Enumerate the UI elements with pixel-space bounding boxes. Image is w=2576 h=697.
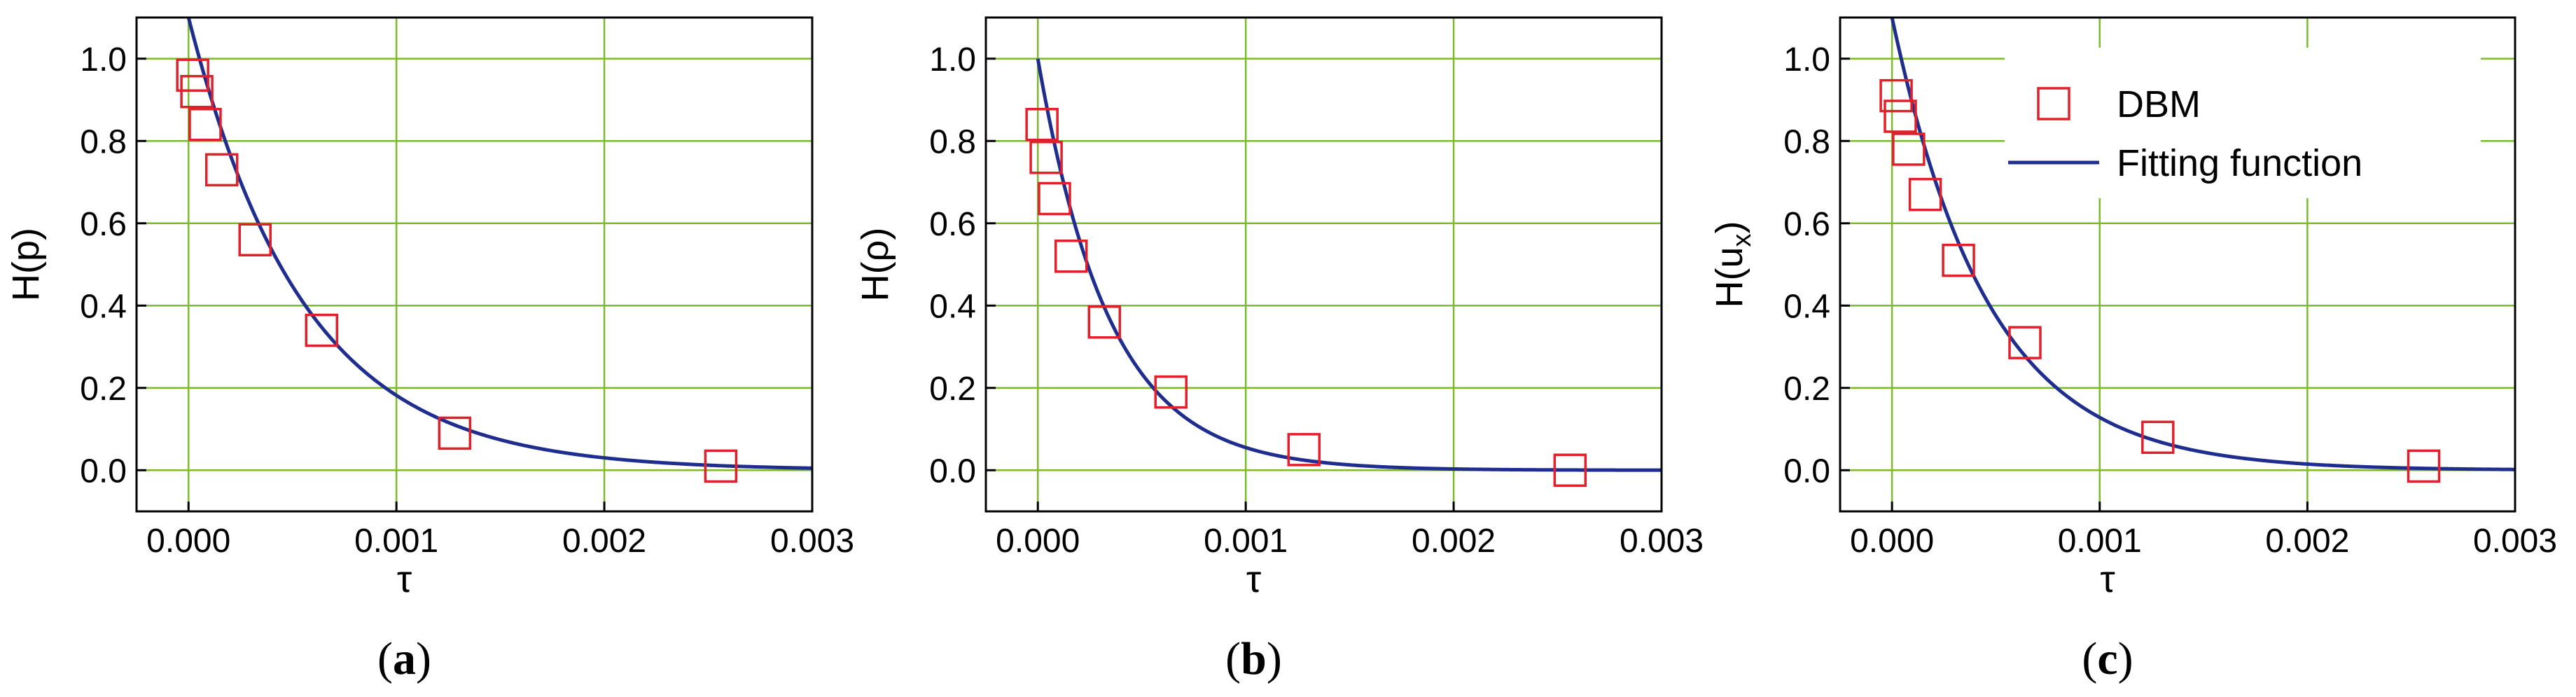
dbm-point — [1038, 181, 1071, 216]
fit-line — [1890, 18, 2515, 471]
y-tick-label: 0.0 — [80, 453, 127, 490]
panel-label: (a) — [377, 633, 431, 684]
y-axis-label-main: H(u — [1708, 247, 1750, 308]
y-tick-label: 1.0 — [80, 41, 127, 78]
dbm-point — [204, 153, 239, 187]
panel-b: 0.000 0.001 0.002 0.003 0.0 0.2 0.4 0.6 0.8 1.0 τ H… — [854, 16, 1704, 684]
dbm-point — [1879, 78, 1913, 113]
axes-frame — [135, 16, 814, 513]
y-tick-label: 0.4 — [1783, 288, 1830, 325]
x-tick-label: 0.001 — [354, 523, 438, 560]
axes-frame — [1839, 16, 2516, 513]
legend-label-fit: Fitting function — [2117, 142, 2362, 184]
y-tick-label: 0.2 — [80, 371, 127, 408]
y-tick-label: 0.2 — [1783, 371, 1830, 408]
y-tick-label: 0.8 — [80, 123, 127, 160]
x-tick-label: 0.001 — [2058, 523, 2142, 560]
x-tick-label: 0.002 — [2265, 523, 2349, 560]
y-axis-label: H(ρ) — [854, 228, 896, 302]
dbm-point — [1942, 243, 1975, 277]
dbm-point — [1884, 99, 1917, 133]
panel-label: (b) — [1225, 633, 1282, 684]
y-axis-label-tail: ) — [1708, 221, 1750, 234]
dbm-point — [1908, 177, 1942, 212]
dbm-point — [1892, 132, 1926, 166]
y-tick-label: 0.4 — [929, 288, 976, 325]
panel-c: 0.000 0.001 0.002 0.003 0.0 0.2 0.4 0.6 0.8 1.0 τ H… — [1708, 16, 2557, 684]
x-axis-label: τ — [397, 558, 412, 600]
y-tick-label: 1.0 — [929, 41, 976, 78]
y-tick-label: 1.0 — [1783, 41, 1830, 78]
dbm-point — [704, 449, 738, 483]
y-tick-label: 0.6 — [1783, 206, 1830, 243]
legend: DBM Fitting function — [2005, 48, 2481, 198]
dbm-point — [1025, 108, 1059, 142]
fit-line — [1036, 58, 1662, 472]
dbm-point — [1054, 240, 1088, 273]
y-tick-label: 0.0 — [1783, 453, 1830, 490]
panel-a: 0.000 0.001 0.002 0.003 0.0 0.2 0.4 0.6 0.8 1.0 τ H… — [5, 16, 854, 684]
dbm-point — [238, 223, 272, 256]
dbm-point — [1087, 305, 1121, 339]
fit-line — [186, 18, 812, 470]
y-tick-label: 0.6 — [80, 206, 127, 243]
dbm-point — [1553, 453, 1587, 487]
x-tick-label: 0.000 — [1850, 523, 1934, 560]
x-tick-label: 0.002 — [1412, 523, 1496, 560]
dbm-point — [1154, 375, 1188, 409]
x-tick-label: 0.001 — [1204, 523, 1288, 560]
dbm-point — [2407, 449, 2441, 483]
y-tick-label: 0.6 — [929, 206, 976, 243]
y-tick-label: 0.0 — [929, 453, 976, 490]
dbm-point — [2008, 326, 2042, 359]
y-tick-label: 0.8 — [1783, 123, 1830, 160]
x-tick-label: 0.000 — [996, 523, 1080, 560]
dbm-point — [1029, 141, 1063, 174]
y-axis-label-main: H(p) — [5, 228, 47, 301]
x-tick-label: 0.003 — [2473, 523, 2557, 560]
dbm-point — [438, 416, 472, 450]
dbm-point — [2141, 420, 2175, 454]
x-tick-label: 0.003 — [1620, 523, 1704, 560]
dbm-point — [180, 75, 214, 109]
dbm-point — [305, 313, 339, 347]
y-tick-label: 0.2 — [929, 371, 976, 408]
x-axis-label: τ — [2100, 558, 2115, 600]
x-tick-label: 0.000 — [146, 523, 230, 560]
legend-label-dbm: DBM — [2117, 83, 2201, 125]
x-axis-label: τ — [1246, 558, 1261, 600]
axes-frame — [984, 16, 1663, 513]
dbm-point — [188, 108, 222, 142]
y-axis-label: H(p) — [5, 228, 47, 301]
legend-marker-dbm — [2037, 87, 2070, 120]
y-axis-label-sub: x — [1727, 233, 1757, 247]
y-tick-label: 0.4 — [80, 288, 127, 325]
y-axis-label-main: H(ρ) — [854, 228, 896, 302]
x-tick-label: 0.002 — [562, 523, 646, 560]
y-axis-label: H(ux) — [1708, 221, 1757, 308]
dbm-point — [1287, 433, 1321, 467]
y-tick-label: 0.8 — [929, 123, 976, 160]
panel-label: (c) — [2082, 633, 2133, 684]
x-tick-label: 0.003 — [770, 523, 854, 560]
